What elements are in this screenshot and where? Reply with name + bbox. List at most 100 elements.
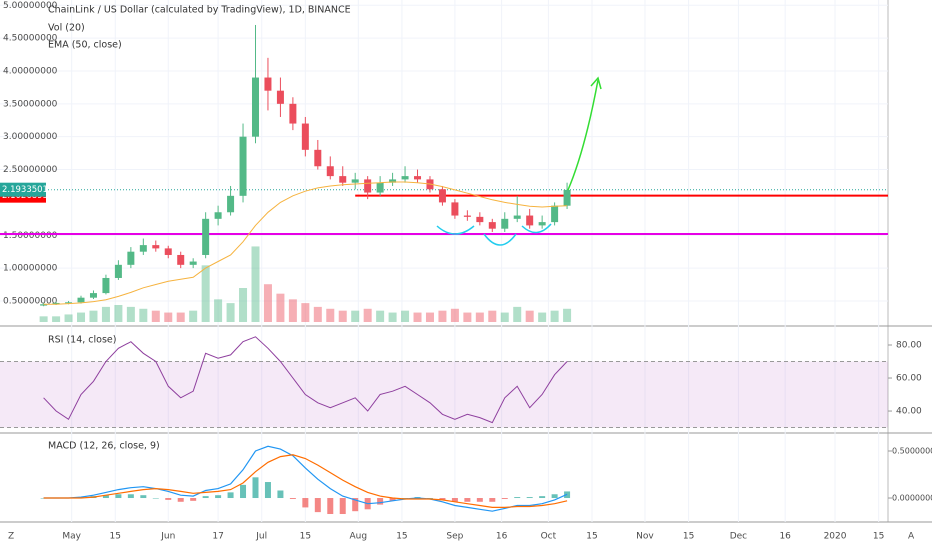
volume-bar	[201, 265, 210, 322]
macd-histogram-bar	[501, 498, 508, 499]
macd-histogram-bar	[377, 498, 384, 505]
y-tick-label: 60.00	[896, 374, 922, 384]
candle-body	[401, 176, 409, 180]
x-tick-label: Dec	[730, 532, 747, 542]
volume-bar	[488, 310, 497, 322]
volume-bar	[550, 310, 559, 322]
macd-histogram-bar	[165, 498, 172, 500]
candle-body	[438, 189, 446, 203]
price-badge	[0, 182, 46, 197]
candle-body	[89, 293, 97, 298]
volume-bar	[313, 306, 322, 322]
macd-histogram-bar	[551, 494, 558, 499]
macd-histogram-bar	[526, 497, 533, 499]
candle-body	[102, 277, 110, 294]
candle-body	[77, 297, 85, 303]
macd-histogram-bar	[327, 498, 334, 515]
candle-body	[326, 166, 334, 177]
macd-histogram-bar	[215, 495, 222, 499]
candle-body	[276, 90, 284, 104]
footer-right[interactable]: A	[908, 532, 915, 542]
x-tick-label: Aug	[350, 532, 368, 542]
ema-line	[43, 181, 568, 305]
x-tick-label: Jun	[160, 532, 175, 542]
volume-bar	[251, 246, 260, 322]
volume-bar	[226, 303, 235, 322]
candle-body	[264, 77, 272, 91]
volume-bar	[376, 310, 385, 322]
macd-histogram-bar	[289, 498, 296, 499]
volume-bar	[538, 312, 547, 322]
volume-bar	[239, 288, 248, 322]
rsi-title: RSI (14, close)	[48, 335, 116, 346]
macd-histogram-bar	[439, 498, 446, 500]
x-tick-label: 16	[779, 532, 791, 542]
volume-bar	[176, 312, 185, 322]
volume-bar	[276, 293, 285, 322]
volume-bar	[338, 310, 347, 322]
candle-body	[414, 176, 422, 180]
volume-bar	[64, 314, 73, 322]
y-tick-label: 0.50000000	[892, 446, 932, 455]
volume-bar	[401, 310, 410, 322]
drawing-curves	[436, 223, 552, 246]
volume-bar	[438, 310, 447, 322]
candle-body	[65, 302, 73, 304]
candle-body	[351, 179, 359, 183]
footer-left[interactable]: Z	[8, 532, 14, 542]
price-badge-label: 2.19335015	[2, 185, 53, 195]
volume-bar	[139, 308, 148, 322]
volume-bar	[301, 303, 310, 322]
volume-bar	[101, 306, 110, 322]
x-tick-label: Nov	[636, 532, 654, 542]
macd-histogram-bar	[140, 495, 147, 499]
candle-body	[114, 264, 122, 278]
y-tick-label: 2.50000000	[3, 165, 58, 175]
y-tick-label: 3.50000000	[3, 99, 58, 109]
x-tick-label: Oct	[541, 532, 557, 542]
macd-histogram-bar	[539, 496, 546, 499]
y-tick-label: 5.00000000	[3, 1, 58, 11]
x-tick-label: 15	[586, 532, 597, 542]
macd-histogram-bar	[426, 498, 433, 499]
candle-body	[389, 179, 397, 183]
candle-body	[214, 212, 222, 219]
volume-bar	[189, 310, 198, 322]
drawing-arrow	[567, 76, 602, 191]
candle-body	[314, 149, 322, 167]
candle-body	[551, 205, 559, 223]
x-tick-label: 2020	[824, 532, 847, 542]
candle-body	[239, 136, 247, 196]
candle-body	[52, 302, 60, 305]
macd-histogram-bar	[115, 494, 122, 499]
macd-histogram-bar	[190, 498, 197, 501]
macd-histogram-bar	[277, 490, 284, 499]
candle-body	[339, 176, 347, 183]
y-tick-label: 0.50000000	[3, 296, 58, 306]
candle-body	[463, 215, 471, 217]
x-tick-label: May	[62, 532, 81, 542]
volume-bar	[413, 312, 422, 322]
candle-body	[488, 222, 496, 229]
macd-histogram-bar	[489, 498, 496, 502]
y-tick-label: 4.50000000	[3, 34, 58, 44]
macd-histogram-bar	[202, 496, 209, 499]
volume-bar	[164, 312, 173, 322]
candle-body	[139, 245, 147, 252]
macd-title: MACD (12, 26, close, 9)	[48, 441, 160, 452]
macd-histogram-bar	[389, 498, 396, 501]
y-tick-label: 1.50000000	[3, 231, 58, 241]
x-tick-label: Sep	[446, 532, 463, 542]
y-tick-label: 1.00000000	[3, 264, 58, 274]
volume-bar	[363, 308, 372, 322]
candle-body	[289, 103, 297, 124]
x-tick-label: 16	[496, 532, 508, 542]
volume-bar	[52, 316, 61, 322]
volume-bar	[326, 308, 335, 322]
candle-body	[376, 182, 384, 193]
macd-histogram-bar	[514, 497, 521, 499]
y-tick-label: 3.00000000	[3, 132, 58, 142]
macd-histogram-bar	[352, 498, 359, 512]
volume-bar	[425, 312, 434, 322]
